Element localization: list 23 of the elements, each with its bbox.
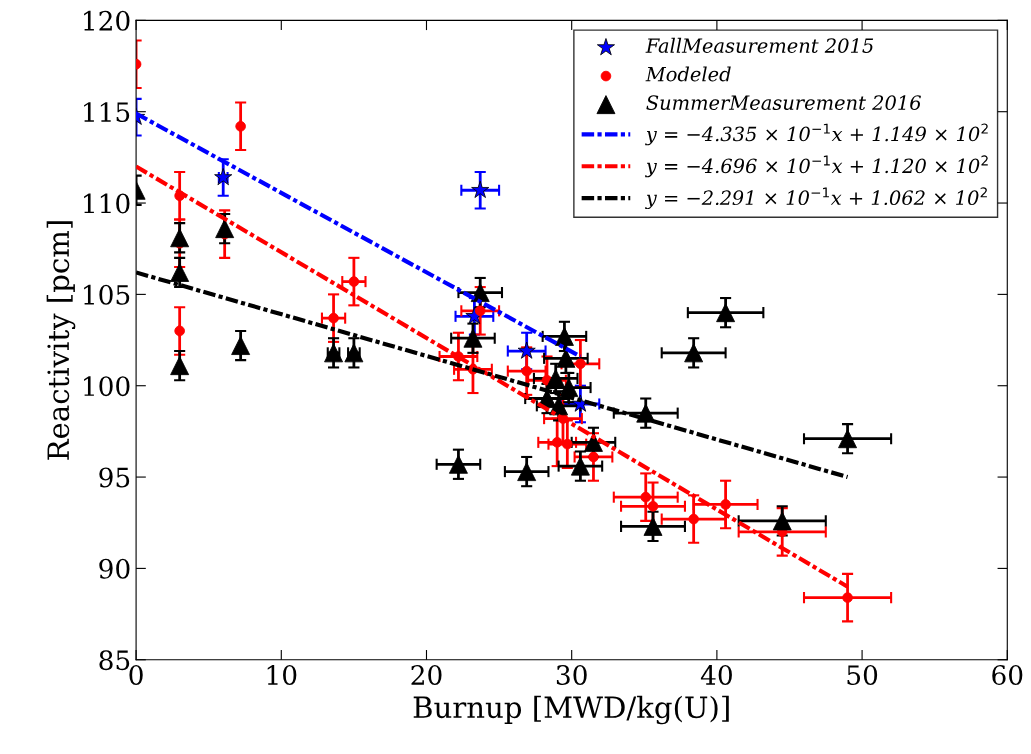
- y-tick-label: 90: [99, 558, 130, 579]
- y-tick-label: 115: [84, 102, 130, 123]
- y-tick-label: 105: [84, 284, 130, 305]
- x-tick-label: 0: [129, 665, 143, 686]
- x-tick-label: 20: [411, 665, 442, 686]
- legend-label: Modeled: [645, 66, 731, 82]
- y-tick-label: 95: [99, 467, 130, 488]
- x-tick-label: 10: [267, 665, 297, 686]
- x-tick-label: 60: [992, 665, 1023, 686]
- legend-label: y = −2.291 × 10$^{−1}$x + 1.062 × 10$^{2}$: [645, 187, 987, 210]
- y-tick-label: 110: [84, 193, 130, 214]
- legend-label: SummerMeasurement 2016: [646, 95, 921, 110]
- x-axis-title: Burnup [MWD/kg(U)]: [413, 695, 729, 725]
- legend-label: FallMeasurement 2015: [645, 37, 874, 53]
- legend-label: y = −4.335 × 10$^{−1}$x + 1.149 × 10$^{2}$: [645, 123, 988, 146]
- x-tick-label: 40: [700, 665, 732, 686]
- x-tick-label: 50: [847, 665, 878, 686]
- y-tick-label: 100: [84, 376, 130, 397]
- y-tick-label: 120: [84, 10, 130, 31]
- y-tick-label: 85: [99, 650, 130, 671]
- x-tick-label: 30: [556, 665, 587, 686]
- y-axis-title: Reactivity [pcm]: [46, 221, 76, 460]
- legend-label: y = −4.696 × 10$^{−1}$x + 1.120 × 10$^{2}$: [645, 155, 988, 178]
